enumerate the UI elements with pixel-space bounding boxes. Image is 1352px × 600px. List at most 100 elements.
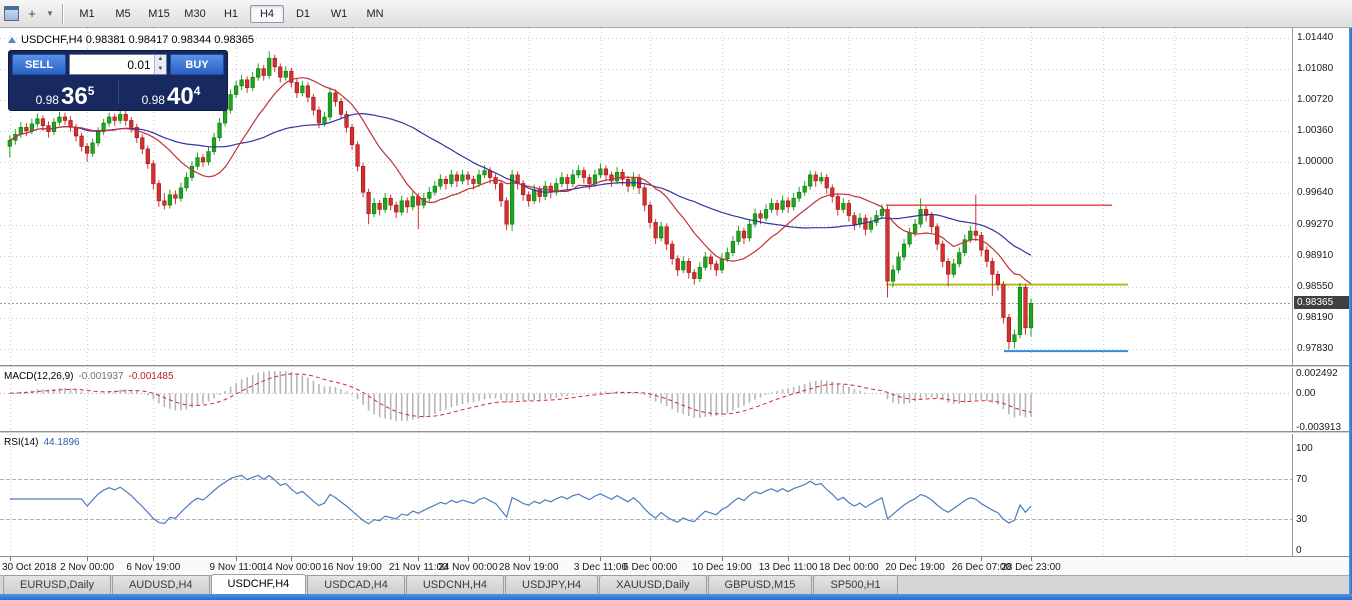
candle bbox=[537, 189, 542, 197]
candle bbox=[261, 68, 266, 76]
timeframe-mn[interactable]: MN bbox=[366, 7, 384, 20]
time-tick bbox=[352, 557, 354, 561]
volume-input[interactable] bbox=[70, 55, 154, 74]
candle bbox=[973, 230, 978, 236]
candle bbox=[338, 101, 344, 115]
candle bbox=[559, 177, 564, 184]
macd-value-main: -0.001937 bbox=[78, 371, 124, 382]
candle bbox=[272, 57, 277, 68]
time-tick bbox=[650, 557, 652, 561]
buy-button[interactable]: BUY bbox=[170, 54, 224, 75]
candle bbox=[890, 269, 896, 282]
candle bbox=[1017, 286, 1023, 336]
timeframe-d1[interactable]: D1 bbox=[295, 7, 311, 20]
one-click-collapse-icon[interactable] bbox=[8, 37, 16, 43]
candle bbox=[432, 185, 437, 193]
panel-separator[interactable] bbox=[0, 365, 1349, 368]
candle bbox=[206, 151, 211, 163]
candle bbox=[565, 177, 570, 184]
toolbar-separator bbox=[62, 3, 64, 24]
tab-xauusd-daily[interactable]: XAUUSD,Daily bbox=[599, 575, 707, 594]
candle bbox=[333, 92, 338, 102]
time-tick-label: 21 Nov 11:00 bbox=[388, 562, 448, 573]
candle bbox=[256, 68, 261, 78]
price-tick-label: 0.99270 bbox=[1297, 219, 1334, 230]
candle bbox=[841, 203, 846, 210]
timeframe-m30[interactable]: M30 bbox=[184, 7, 206, 20]
candle bbox=[769, 203, 774, 210]
rsi-panel[interactable]: RSI(14) 44.1896 bbox=[0, 434, 1292, 556]
time-tick-label: 28 Nov 19:00 bbox=[498, 562, 559, 573]
rsi-canvas[interactable] bbox=[0, 434, 1292, 556]
tab-sp500-h1[interactable]: SP500,H1 bbox=[813, 575, 898, 594]
time-axis[interactable]: 30 Oct 2018 2 Nov 00:00 6 Nov 19:00 9 Nov 1… bbox=[0, 556, 1349, 575]
candle bbox=[620, 172, 625, 180]
candle bbox=[918, 209, 923, 225]
dropdown-caret-icon[interactable]: ▼ bbox=[46, 9, 54, 18]
price-chart-panel[interactable]: USDCHF,H4 0.98381 0.98417 0.98344 0.9836… bbox=[0, 28, 1292, 365]
candle bbox=[1023, 286, 1028, 329]
rsi-scale[interactable]: 100 70 30 0 bbox=[1292, 434, 1349, 556]
candle bbox=[664, 226, 669, 245]
price-chart-canvas[interactable] bbox=[0, 28, 1292, 365]
timeframe-h1[interactable]: H1 bbox=[223, 7, 239, 20]
timeframe-w1[interactable]: W1 bbox=[330, 7, 348, 20]
tab-eurusd-daily[interactable]: EURUSD,Daily bbox=[3, 575, 111, 594]
candle bbox=[134, 127, 139, 139]
candle bbox=[543, 185, 548, 197]
macd-scale[interactable]: 0.002492 0.00 -0.003913 bbox=[1292, 368, 1349, 433]
time-tick-label: 6 Dec 00:00 bbox=[623, 562, 678, 573]
tab-gbpusd-m15[interactable]: GBPUSD,M15 bbox=[707, 575, 813, 594]
candle bbox=[228, 94, 233, 111]
candle bbox=[791, 197, 796, 208]
volume-down-icon[interactable]: ▼ bbox=[154, 64, 166, 74]
candle bbox=[946, 261, 951, 275]
candle bbox=[465, 174, 471, 180]
macd-scale-zero: 0.00 bbox=[1296, 388, 1316, 400]
candle bbox=[217, 122, 222, 139]
time-tick-label: 20 Dec 19:00 bbox=[885, 562, 945, 573]
timeframe-h4[interactable]: H4 bbox=[250, 4, 284, 23]
candle bbox=[151, 163, 156, 184]
time-tick-label: 30 Oct 2018 bbox=[2, 562, 57, 573]
candle bbox=[852, 215, 857, 225]
candle bbox=[802, 185, 807, 193]
macd-panel[interactable]: MACD(12,26,9) -0.001937 -0.001485 bbox=[0, 368, 1292, 431]
candle bbox=[708, 256, 713, 265]
timeframe-m1[interactable]: M1 bbox=[79, 7, 95, 20]
tab-usdjpy-h4[interactable]: USDJPY,H4 bbox=[505, 575, 599, 594]
candle bbox=[968, 230, 973, 241]
timeframe-m5[interactable]: M5 bbox=[115, 7, 131, 20]
candle bbox=[140, 137, 145, 150]
time-tick bbox=[9, 557, 11, 561]
rsi-scale-100: 100 bbox=[1296, 443, 1313, 454]
crosshair-icon[interactable]: + bbox=[28, 6, 36, 21]
macd-canvas[interactable] bbox=[0, 368, 1292, 431]
candle bbox=[189, 165, 195, 178]
time-tick-label: 28 Dec 23:00 bbox=[1001, 562, 1061, 573]
tab-usdchf-h4[interactable]: USDCHF,H4 bbox=[210, 574, 307, 594]
toolbar: + ▼ M1 M5 M15 M30 H1 H4 D1 W1 MN bbox=[0, 0, 1352, 28]
candle bbox=[598, 168, 603, 176]
chart-title-row: USDCHF,H4 0.98381 0.98417 0.98344 0.9836… bbox=[8, 34, 254, 46]
candle bbox=[730, 241, 736, 253]
price-tick-label: 0.98550 bbox=[1297, 281, 1334, 293]
tab-usdcnh-h4[interactable]: USDCNH,H4 bbox=[405, 575, 505, 594]
volume-up-icon[interactable]: ▲ bbox=[154, 55, 166, 65]
candle bbox=[234, 85, 239, 95]
candle bbox=[211, 137, 217, 152]
panel-separator[interactable] bbox=[0, 431, 1349, 434]
tab-audusd-h4[interactable]: AUDUSD,H4 bbox=[111, 575, 210, 594]
price-tick-label: 1.00000 bbox=[1297, 155, 1334, 167]
tab-usdcad-h4[interactable]: USDCAD,H4 bbox=[307, 575, 405, 594]
candle bbox=[570, 174, 575, 184]
time-tick-label: 6 Nov 19:00 bbox=[126, 562, 181, 573]
candle bbox=[703, 256, 708, 268]
chart-window-icon[interactable] bbox=[4, 6, 19, 21]
candle bbox=[51, 121, 57, 132]
candle bbox=[129, 120, 134, 128]
timeframe-m15[interactable]: M15 bbox=[148, 7, 170, 20]
sell-button[interactable]: SELL bbox=[12, 54, 66, 75]
price-scale[interactable]: 0.98365 1.01440 1.01080 1.00720 1.00360 1.00… bbox=[1292, 28, 1349, 365]
